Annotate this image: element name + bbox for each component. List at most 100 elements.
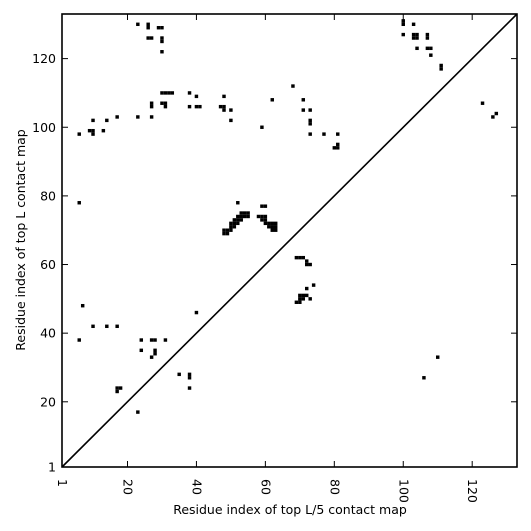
contact-cell [311, 283, 316, 287]
x-axis-label: Residue index of top L/5 contact map [173, 502, 407, 517]
contact-cell [263, 221, 268, 226]
contact-cell [160, 101, 164, 105]
y-tick-label: 20 [40, 394, 56, 409]
contact-cell [336, 146, 340, 150]
contact-cell [263, 214, 268, 219]
contact-cell [298, 293, 302, 298]
contact-cell [87, 128, 92, 133]
contact-cell [260, 214, 264, 219]
contact-cell [425, 36, 430, 40]
contact-cell [177, 372, 181, 377]
contact-cell [153, 348, 157, 353]
contact-cell [273, 221, 278, 226]
contact-cell [298, 255, 302, 260]
contact-cell [160, 26, 164, 30]
y-tick-label: 120 [32, 51, 56, 66]
x-tick-label: 100 [396, 479, 411, 503]
contact-cell [270, 221, 274, 226]
contact-cell [146, 36, 150, 40]
contact-cell [273, 225, 278, 229]
x-tick-label: 120 [465, 479, 480, 503]
contact-cell [163, 338, 168, 342]
contact-cell [163, 91, 168, 95]
contact-cell [411, 32, 416, 37]
contact-cell [232, 221, 237, 226]
y-tick-label: 60 [40, 257, 56, 272]
contact-cell [422, 376, 426, 380]
contact-cell [429, 53, 433, 57]
contact-cell [115, 386, 119, 390]
contact-cell [187, 372, 192, 377]
contact-cell [167, 91, 171, 95]
contact-cell [246, 214, 250, 219]
contact-cell [187, 386, 192, 390]
contact-cell [91, 324, 95, 329]
contact-cell [236, 201, 240, 205]
x-axis-ticks: 1 20 40 60 80 100 120 [55, 14, 480, 503]
contact-cell [439, 63, 443, 68]
contact-cell [305, 286, 309, 291]
contact-cell [301, 108, 306, 112]
contact-cell [401, 22, 405, 27]
contact-cell [194, 104, 199, 109]
contact-cell [256, 214, 261, 219]
contact-cell [232, 218, 237, 222]
contact-cell [411, 36, 416, 40]
contact-cell [267, 225, 271, 229]
contact-cell [429, 46, 433, 51]
contact-cell [156, 26, 161, 30]
contact-cell [218, 104, 223, 109]
contact-cell [242, 214, 247, 219]
contact-cell [232, 225, 237, 229]
contact-cell [273, 228, 278, 232]
contact-cell [160, 91, 164, 95]
contact-cell [77, 201, 81, 205]
contact-cell [222, 231, 226, 236]
contact-cell [91, 118, 95, 123]
contact-cell [242, 211, 247, 215]
contact-cell [77, 338, 81, 342]
contact-cell [308, 122, 312, 126]
contact-cell [267, 221, 271, 226]
contact-cell [270, 98, 274, 102]
contact-cell [229, 118, 233, 123]
contact-cell [105, 118, 109, 123]
x-tick-label: 80 [327, 479, 342, 495]
contact-cell [301, 297, 306, 301]
contact-cell [139, 348, 144, 353]
x-tick-label: 40 [189, 479, 204, 495]
contact-cell [229, 225, 233, 229]
contact-cell [401, 19, 405, 23]
contact-cell [118, 386, 123, 390]
contact-cell [146, 26, 150, 30]
x-tick-label: 1 [55, 479, 70, 487]
y-tick-label: 100 [32, 120, 56, 135]
contact-cell [336, 132, 340, 136]
contact-cell [236, 221, 240, 226]
contact-cell [298, 297, 302, 301]
contact-cell [187, 104, 192, 109]
contact-cell [236, 218, 240, 222]
contact-cell [301, 255, 306, 260]
contact-cell [425, 32, 430, 37]
contact-cell [194, 94, 199, 99]
contact-cell [160, 36, 164, 40]
contact-cell [270, 225, 274, 229]
x-tick-label: 60 [258, 479, 273, 495]
contact-cell [260, 218, 264, 222]
contact-cell [415, 32, 419, 37]
contact-cell [225, 228, 230, 232]
contact-cell [236, 214, 240, 219]
contact-cell [170, 91, 175, 95]
contact-cell [239, 218, 243, 222]
contact-cell [136, 22, 140, 27]
contact-cell [80, 303, 85, 308]
contact-cell [494, 111, 499, 116]
contact-cell [163, 104, 168, 109]
y-tick-label: 1 [48, 460, 56, 475]
contact-cell [115, 115, 119, 119]
contact-cell [246, 211, 250, 215]
contact-cell [149, 101, 154, 105]
